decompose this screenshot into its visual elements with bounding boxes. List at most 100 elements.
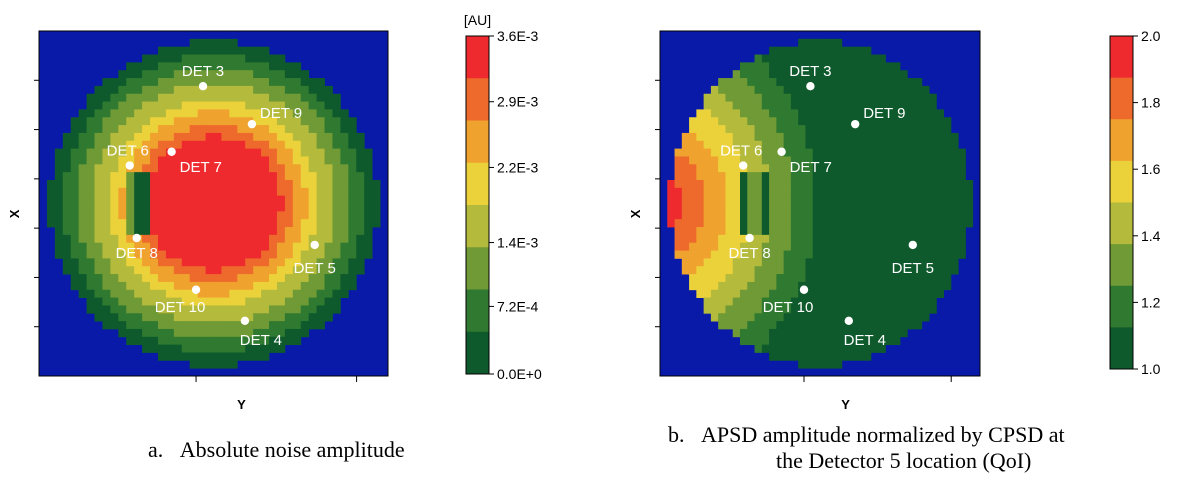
heatmap-cell	[820, 140, 828, 150]
heatmap-cell	[798, 211, 806, 220]
heatmap-cell	[790, 250, 799, 259]
heatmap-cell	[245, 297, 254, 306]
heatmap-cell	[856, 203, 865, 212]
heatmap-cell	[292, 227, 302, 236]
heatmap-cell	[54, 195, 64, 204]
heatmap-cell	[324, 132, 333, 142]
heatmap-cell	[134, 281, 143, 291]
heatmap-cell	[300, 211, 310, 220]
heatmap-cell	[110, 321, 119, 330]
heatmap-cell	[841, 164, 850, 173]
heatmap-cell	[102, 179, 111, 189]
heatmap-cell	[221, 336, 230, 346]
heatmap-cell	[205, 360, 214, 369]
heatmap-cell	[86, 274, 95, 283]
heatmap-cell	[921, 101, 930, 110]
colorbar-segment	[1110, 174, 1133, 190]
heatmap-cell	[284, 109, 294, 118]
heatmap-cell	[253, 328, 262, 338]
heatmap-cell	[316, 219, 325, 228]
heatmap-cell	[292, 125, 302, 134]
heatmap-cell	[689, 234, 697, 244]
heatmap-cell	[820, 101, 828, 110]
heatmap-cell	[703, 305, 712, 314]
heatmap-cell	[284, 78, 294, 87]
heatmap-cell	[197, 344, 206, 353]
heatmap-cell	[900, 328, 908, 338]
heatmap-cell	[689, 172, 697, 181]
heatmap-cell	[754, 70, 763, 79]
heatmap-cell	[142, 336, 151, 346]
heatmap-cell	[798, 156, 806, 165]
heatmap-cell	[929, 266, 937, 275]
heatmap-cell	[229, 54, 238, 63]
colorbar-segment	[1110, 147, 1133, 162]
heatmap-cell	[798, 219, 806, 228]
heatmap-cell	[769, 117, 777, 126]
heatmap-cell	[348, 250, 357, 259]
heatmap-cell	[253, 352, 262, 361]
heatmap-cell	[276, 62, 286, 71]
heatmap-cell	[181, 156, 191, 165]
heatmap-cell	[134, 101, 143, 110]
heatmap-cell	[237, 70, 246, 79]
heatmap-cell	[324, 156, 333, 165]
heatmap-cell	[189, 289, 199, 298]
heatmap-cell	[300, 93, 310, 102]
heatmap-cell	[812, 46, 821, 55]
heatmap-cell	[364, 179, 373, 189]
heatmap-cell	[157, 164, 167, 173]
heatmap-cell	[798, 46, 806, 55]
heatmap-cell	[229, 46, 238, 55]
heatmap-cell	[197, 305, 206, 314]
heatmap-cell	[213, 281, 222, 291]
heatmap-cell	[907, 289, 915, 298]
colorbar-segment	[466, 106, 489, 121]
heatmap-cell	[870, 328, 879, 338]
heatmap-cell	[885, 101, 894, 110]
heatmap-cell	[667, 219, 675, 228]
heatmap-cell	[94, 305, 103, 314]
heatmap-cell	[820, 148, 828, 157]
heatmap-cell	[900, 211, 908, 220]
heatmap-cell	[718, 179, 726, 189]
heatmap-cell	[372, 219, 381, 228]
heatmap-cell	[237, 234, 246, 244]
heatmap-cell	[900, 313, 908, 322]
heatmap-cell	[950, 242, 959, 251]
heatmap-cell	[142, 242, 151, 251]
heatmap-cell	[261, 227, 270, 236]
heatmap-cell	[126, 266, 135, 275]
heatmap-cell	[725, 93, 734, 102]
heatmap-cell	[907, 109, 915, 118]
heatmap-cell	[197, 227, 206, 236]
heatmap-cell	[181, 344, 191, 353]
heatmap-cell	[276, 117, 286, 126]
heatmap-cell	[340, 179, 349, 189]
heatmap-cell	[340, 132, 349, 142]
heatmap-cell	[269, 336, 278, 346]
heatmap-cell	[870, 281, 879, 291]
heatmap-cell	[229, 164, 238, 173]
heatmap-cell	[936, 242, 945, 251]
heatmap-cell	[276, 274, 286, 283]
heatmap-cell	[710, 125, 719, 134]
heatmap-cell	[834, 313, 843, 322]
heatmap-cell	[914, 211, 923, 220]
heatmap-cell	[62, 148, 72, 157]
heatmap-cell	[820, 242, 828, 251]
heatmap-cell	[732, 234, 741, 244]
heatmap-cell	[900, 156, 908, 165]
heatmap-cell	[776, 321, 785, 330]
heatmap-cell	[205, 125, 214, 134]
heatmap-cell	[885, 313, 894, 322]
heatmap-cell	[929, 179, 937, 189]
heatmap-cell	[870, 305, 879, 314]
heatmap-cell	[921, 289, 930, 298]
heatmap-cell	[798, 117, 806, 126]
heatmap-cell	[126, 321, 135, 330]
heatmap-cell	[237, 328, 246, 338]
heatmap-cell	[269, 234, 278, 244]
heatmap-cell	[134, 219, 143, 228]
heatmap-cell	[150, 266, 159, 275]
